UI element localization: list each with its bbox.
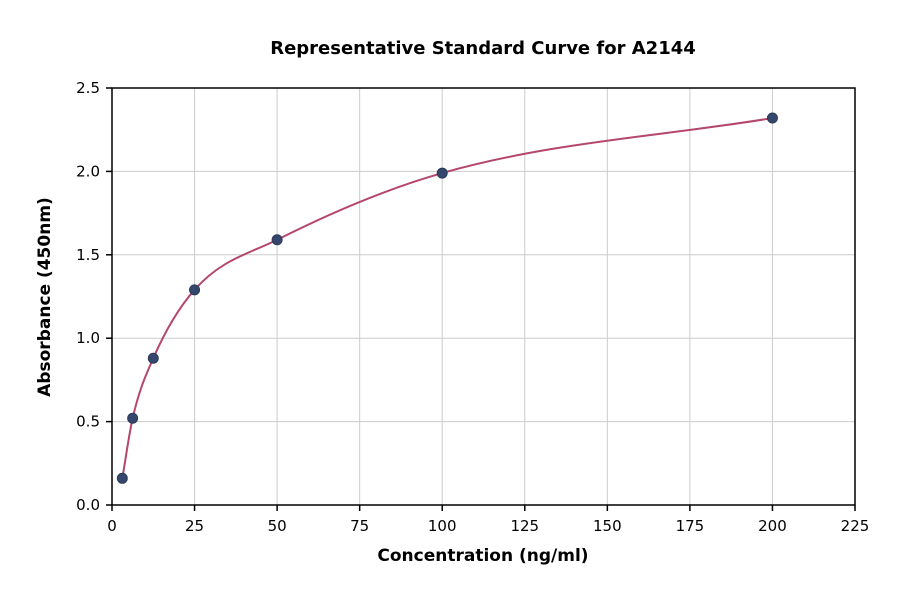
y-axis-label: Absorbance (450nm) [35,197,55,397]
x-tick-label: 225 [841,517,870,535]
data-point [271,234,283,246]
x-tick-label: 125 [510,517,539,535]
data-point [116,472,128,484]
y-tick-label: 1.5 [76,246,100,264]
x-tick-label: 150 [593,517,622,535]
y-tick-label: 0.5 [76,413,100,431]
x-axis-label: Concentration (ng/ml) [377,546,588,566]
chart-title: Representative Standard Curve for A2144 [270,38,696,59]
x-tick-label: 0 [107,517,117,535]
fitted-curve [121,117,773,479]
data-point [189,284,201,296]
plot-frame [111,87,856,506]
data-point [436,167,448,179]
y-tick-label: 0.0 [76,496,100,514]
y-tick-label: 2.0 [76,162,100,180]
data-point [766,112,778,124]
x-tick-label: 50 [268,517,287,535]
grid-lines [111,87,856,506]
data-series [116,112,778,484]
x-tick-label: 25 [185,517,204,535]
y-tick-label: 2.5 [76,79,100,97]
plot-border [111,87,856,506]
data-point [127,412,139,424]
x-tick-label: 175 [676,517,705,535]
x-tick-label: 75 [350,517,369,535]
data-point [147,352,159,364]
axis-ticks: 0 25 50 75 100 125 150 175 200 225 0.0 0.5 1.0 1.5 2.0… [76,79,869,535]
y-tick-label: 1.0 [76,329,100,347]
x-tick-label: 100 [428,517,457,535]
x-tick-label: 200 [758,517,787,535]
